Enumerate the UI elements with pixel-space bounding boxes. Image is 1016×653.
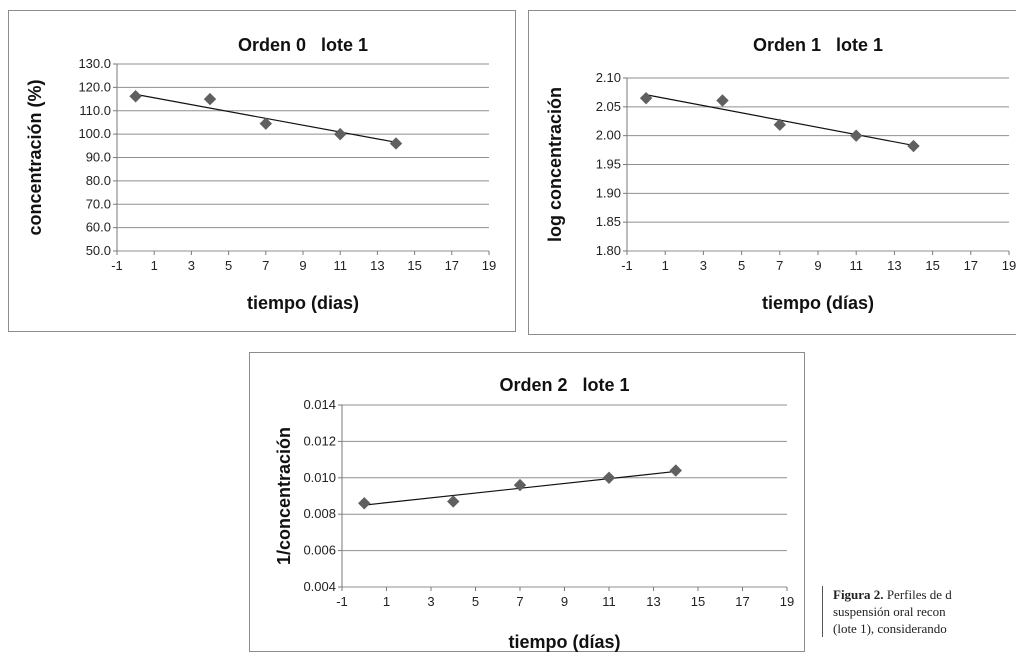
chart-panel-orden-0: 50.0 60.0 70.0 80.0 90.0 100.0 110.0 120.0 130.0… [8, 10, 516, 332]
x-tick-label: 17 [735, 594, 749, 609]
x-tick-label: 17 [445, 258, 459, 273]
x-tick-label: 15 [691, 594, 705, 609]
x-tick-label: 9 [561, 594, 568, 609]
x-tick-label: 5 [225, 258, 232, 273]
x-tick-label: 1 [151, 258, 158, 273]
x-tick-label: 7 [516, 594, 523, 609]
data-point [513, 478, 527, 492]
y-axis-label: 1/concentración [274, 427, 294, 565]
x-tick-label: 3 [188, 258, 195, 273]
figure-caption: Figura 2. Perfiles de d suspensión oral … [822, 586, 1016, 637]
data-point [716, 94, 729, 107]
x-axis-label: tiempo (días) [762, 293, 874, 313]
y-tick-label: 0.008 [303, 506, 336, 521]
x-tick-label: 5 [472, 594, 479, 609]
y-tick-label: 2.00 [596, 128, 621, 143]
caption-label: Figura 2. [833, 587, 884, 602]
y-tick-label: 2.10 [596, 70, 621, 85]
caption-line-3: (lote 1), considerando [833, 621, 947, 636]
data-point [669, 464, 682, 477]
data-point [602, 471, 616, 485]
x-tick-label: 9 [814, 258, 821, 273]
x-tick-label: 11 [333, 258, 347, 273]
chart-title: Orden 2 lote 1 [499, 375, 629, 395]
chart-svg: 1.801.851.901.952.002.052.10-1 1 3 5 7 9 11 13 1… [545, 35, 1016, 313]
x-tick-label: 3 [700, 258, 707, 273]
x-tick-label: 1 [662, 258, 669, 273]
x-tick-label: 9 [299, 258, 306, 273]
chart-svg: 50.0 60.0 70.0 80.0 90.0 100.0 110.0 120.0 130.0… [25, 35, 496, 313]
x-tick-label: 5 [738, 258, 745, 273]
x-tick-label: 15 [407, 258, 421, 273]
x-axis-label: tiempo (dias) [247, 293, 359, 313]
x-tick-label: 7 [776, 258, 783, 273]
data-point [447, 495, 460, 508]
y-tick-label: 1.85 [596, 214, 621, 229]
y-tick-label: 1.90 [596, 185, 621, 200]
data-point [129, 90, 142, 103]
x-tick-label: -1 [111, 258, 123, 273]
y-tick-label: 110.0 [79, 103, 111, 118]
x-axis-label: tiempo (días) [508, 632, 620, 652]
x-tick-label: 13 [370, 258, 384, 273]
y-tick-label: 0.014 [303, 397, 336, 412]
y-tick-label: 0.012 [303, 433, 336, 448]
chart-panel-orden-1: 1.80 1.85 1.90 1.95 2.00 2.05 2.10 -1 1 3 5 7 9 11 13 1… [528, 10, 1016, 335]
x-tick-label: 13 [887, 258, 901, 273]
y-tick-label: 100.0 [78, 126, 111, 141]
y-tick-label: 60.0 [86, 220, 111, 235]
y-axis-label: log concentración [545, 87, 565, 242]
y-tick-label: 0.006 [303, 543, 336, 558]
chart-panel-orden-2: 0.004 0.006 0.008 0.010 0.012 0.014 -1 1 3 5 7 9 11 1… [249, 352, 805, 652]
y-tick-label: 1.80 [596, 243, 621, 258]
y-tick-label: 130.0 [78, 56, 111, 71]
x-tick-label: 11 [602, 594, 616, 609]
x-tick-label: 3 [427, 594, 434, 609]
data-point [333, 127, 347, 141]
x-tick-label: 11 [849, 258, 863, 273]
x-tick-label: 7 [262, 258, 269, 273]
x-tick-label: -1 [336, 594, 348, 609]
data-point [639, 91, 653, 105]
x-tick-label: 19 [780, 594, 794, 609]
y-tick-label: 120.0 [78, 79, 111, 94]
caption-line-1: Perfiles de d [883, 587, 952, 602]
x-tick-label: 1 [383, 594, 390, 609]
y-axis-label: concentración (%) [25, 79, 45, 235]
x-tick-label: -1 [621, 258, 633, 273]
y-tick-label: 80.0 [86, 173, 111, 188]
y-tick-label: 50.0 [86, 243, 111, 258]
x-tick-label: 15 [925, 258, 939, 273]
data-point [773, 118, 787, 131]
y-tick-label: 70.0 [86, 196, 111, 211]
x-tick-label: 13 [646, 594, 660, 609]
y-tick-label: 2.05 [596, 99, 621, 114]
data-point [358, 497, 371, 510]
data-point [907, 139, 920, 153]
data-point [203, 92, 217, 106]
chart-title: Orden 1 lote 1 [753, 35, 883, 55]
y-tick-label: 0.010 [303, 470, 336, 485]
chart-title: Orden 0 lote 1 [238, 35, 368, 55]
caption-line-2: suspensión oral recon [833, 604, 946, 619]
x-tick-label: 17 [964, 258, 978, 273]
x-tick-label: 19 [1002, 258, 1016, 273]
y-tick-label: 90.0 [86, 150, 111, 165]
data-point [849, 129, 863, 142]
y-tick-label: 0.004 [303, 579, 336, 594]
y-tick-label: 1.95 [596, 157, 621, 172]
x-tick-label: 19 [482, 258, 496, 273]
data-point [259, 117, 273, 130]
data-point [389, 137, 403, 150]
